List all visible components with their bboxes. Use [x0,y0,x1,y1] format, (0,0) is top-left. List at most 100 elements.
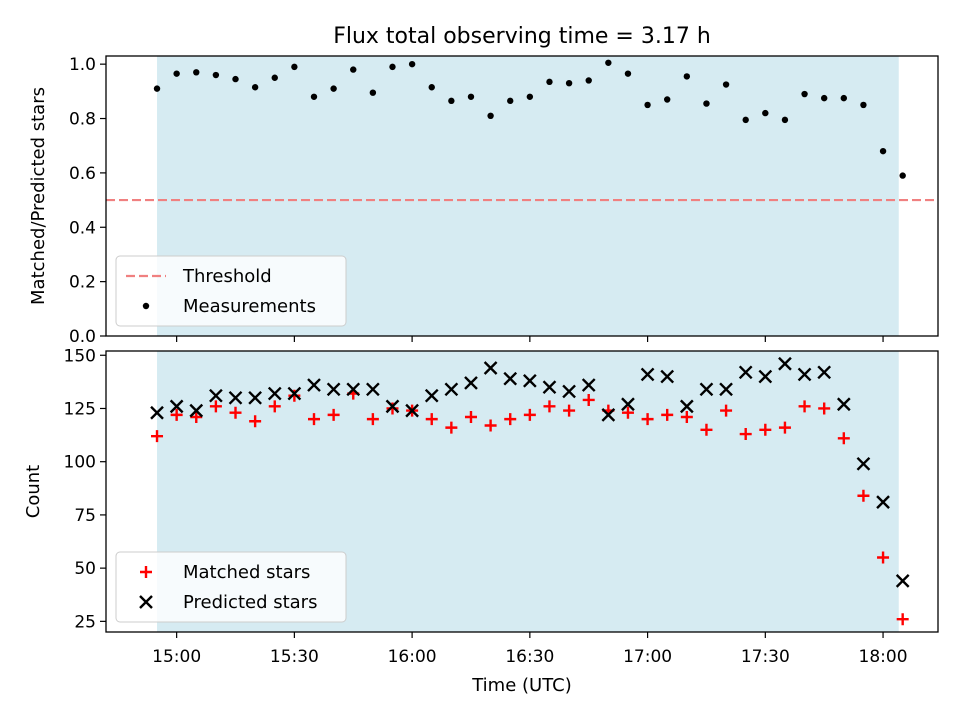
chart-title: Flux total observing time = 3.17 h [333,24,711,49]
predicted-star-point [444,382,459,397]
matched-star-point [543,400,556,413]
predicted-star-point [876,495,890,509]
predicted-star-point [778,356,792,371]
measurement-point [408,60,416,68]
legend-label: Threshold [182,266,272,287]
legend: Threshold Measurements [115,255,347,327]
measurement-point [153,85,161,92]
matched-star-point [425,413,438,426]
y-tick-label: 25 [74,612,96,632]
predicted-star-point [169,399,184,414]
predicted-star-point [150,405,164,420]
matched-star-point [582,393,595,406]
y-axis-label: Count [23,465,44,518]
matched-star-point [445,421,458,434]
y-tick-label: 150 [64,346,96,366]
measurement-point [840,94,848,102]
legend-label: Measurements [183,296,316,317]
matched-star-point [190,410,203,423]
predicted-star-point [483,361,498,375]
measurement-point [487,112,494,120]
predicted-star-point [346,382,361,397]
predicted-star-point [562,384,576,399]
measurement-point [193,69,200,76]
measurement-point [722,81,730,88]
measurement-point [879,147,887,155]
predicted-star-point [621,397,635,412]
predicted-star-point [287,386,302,401]
x-tick-label: 16:30 [505,647,554,667]
y-axis-label: Matched/Predicted stars [28,87,49,305]
y-tick-label: 50 [74,559,96,579]
legend-label: Predicted stars [183,592,317,613]
x-tick-label: 17:00 [623,647,672,667]
measurement-point [330,85,337,92]
y-tick-label: 0.6 [69,164,96,184]
predicted-star-point [228,390,243,405]
measurement-point [781,116,789,124]
matched-star-point [170,408,183,421]
measurement-point [507,97,514,105]
predicted-star-point [699,382,714,397]
measurement-point [448,97,455,105]
measurement-point [389,63,396,71]
measurement-point [664,96,671,103]
measurement-point [546,78,553,86]
measurement-point [820,94,828,102]
x-tick-label: 18:00 [859,647,908,667]
predicted-star-point [817,365,832,380]
matched-star-point [896,613,909,626]
x-axis-label: Time (UTC) [471,675,572,696]
predicted-star-point [523,373,537,388]
predicted-star-point [424,388,439,403]
ratio-panel: 0.0 0.2 0.4 0.6 0.8 1.0 Matched/Predicted star… [28,55,939,347]
matched-star-point [504,413,517,426]
predicted-star-point [405,403,419,418]
matched-star-point [798,400,811,413]
legend-label: Matched stars [183,562,310,583]
matched-star-point [700,423,713,436]
y-tick-label: 0.4 [69,218,96,238]
matched-star-point [308,413,320,426]
matched-star-point [484,419,497,432]
matched-star-point [327,408,340,421]
matched-star-point [151,430,164,443]
matched-star-point [641,413,654,426]
matched-star-point [464,410,477,423]
x-tick-label: 16:00 [388,647,437,667]
predicted-star-point [738,365,753,380]
measurement-point [526,93,534,100]
legend-matched-swatch [140,566,152,578]
matched-star-point [268,400,281,413]
predicted-star-point [679,399,694,414]
measurement-point [271,74,278,81]
predicted-star-point [248,390,262,405]
measurement-point [232,75,239,83]
measurement-point [605,59,612,66]
y-tick-label: 0.2 [69,273,96,293]
matched-star-point [680,410,693,423]
predicted-star-point [366,382,380,397]
measurement-point [467,93,475,100]
predicted-star-point [542,380,557,395]
matched-star-point [877,551,890,564]
legend-measurement-swatch [142,302,150,310]
measurement-point [369,89,377,96]
measurement-point [585,77,592,84]
measurement-point [173,70,180,77]
y-tick-label: 125 [64,399,96,419]
predicted-star-point [719,382,733,397]
predicted-star-point [797,367,812,382]
predicted-star-point [209,388,223,403]
measurement-point [565,79,573,87]
measurement-point [350,66,357,73]
matched-star-point [229,406,242,419]
predicted-star-point [836,397,851,412]
y-tick-label: 0.8 [69,110,96,130]
axes-frame [105,55,939,337]
predicted-star-point [640,367,655,382]
predicted-star-point [307,378,321,392]
y-tick-label: 0.0 [69,327,96,347]
predicted-star-point [895,574,910,588]
measurement-point [860,101,867,109]
